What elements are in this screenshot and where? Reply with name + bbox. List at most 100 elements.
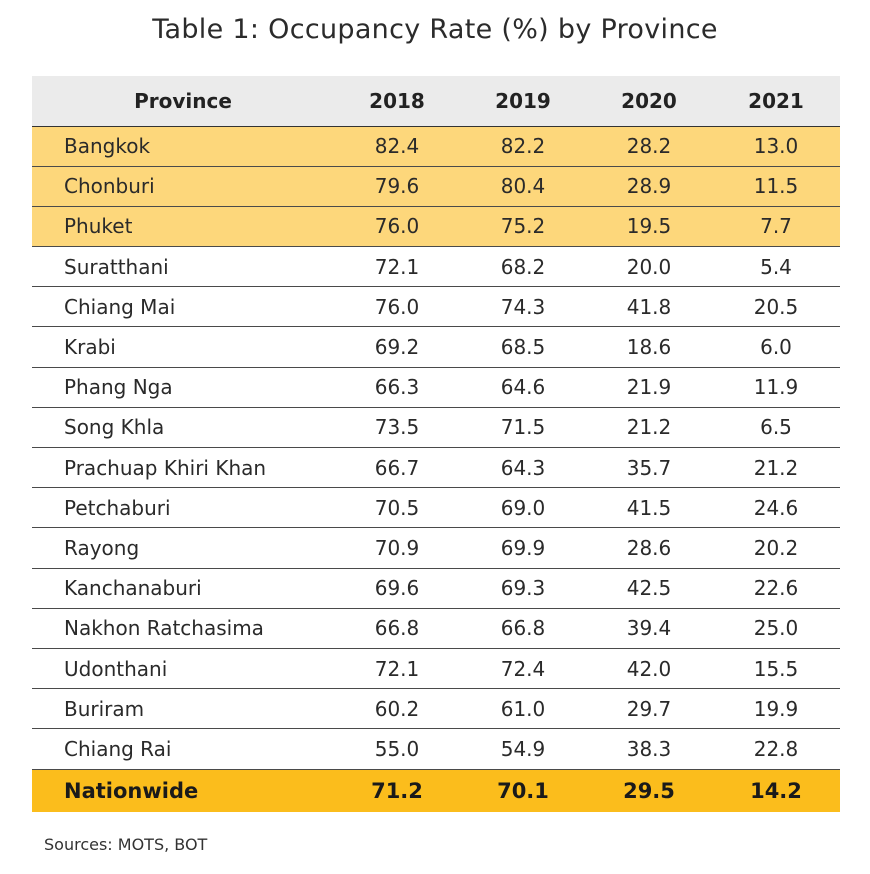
value-cell-2020: 21.9	[626, 375, 672, 400]
value-cell-2019: 69.0	[500, 495, 546, 520]
table-row: Krabi 69.2 68.5 18.6 6.0	[32, 327, 840, 368]
value-cell-2021: 15.5	[753, 656, 799, 681]
total-row: Nationwide 71.2 70.1 29.5 14.2	[32, 769, 840, 812]
province-cell: Petchaburi	[64, 495, 171, 520]
value-cell-2020: 42.0	[626, 656, 672, 681]
value-cell-2021: 22.8	[753, 736, 799, 761]
value-cell-2018: 55.0	[374, 736, 420, 761]
value-cell-2019: 71.5	[500, 415, 546, 440]
value-cell-2020: 42.5	[626, 576, 672, 601]
value-cell-2018: 82.4	[374, 134, 420, 159]
value-cell-2020: 41.5	[626, 495, 672, 520]
value-cell-2019: 72.4	[500, 656, 546, 681]
value-cell-2018: 79.6	[374, 174, 420, 199]
value-cell-2018: 72.1	[374, 254, 420, 279]
table-row: Nakhon Ratchasima 66.8 66.8 39.4 25.0	[32, 608, 840, 649]
value-cell-2021: 5.4	[760, 254, 792, 279]
province-cell: Krabi	[64, 335, 116, 360]
source-note: Sources: MOTS, BOT	[44, 835, 208, 854]
value-cell-2021: 22.6	[753, 576, 799, 601]
value-cell-2021: 6.0	[760, 335, 792, 360]
column-header-province: Province	[32, 76, 334, 127]
value-cell-2019: 68.2	[500, 254, 546, 279]
value-cell-2019: 61.0	[500, 696, 546, 721]
column-header-2019: 2019	[460, 76, 586, 127]
value-cell-2018: 66.3	[374, 375, 420, 400]
value-cell-2021: 14.2	[750, 778, 802, 803]
value-cell-2020: 28.9	[626, 174, 672, 199]
occupancy-table: Province 2018 2019 2020 2021 Bangkok 82.4 82.2…	[32, 76, 840, 812]
value-cell-2019: 64.6	[500, 375, 546, 400]
value-cell-2021: 11.5	[753, 174, 799, 199]
value-cell-2019: 70.1	[497, 778, 549, 803]
table-row: Chiang Mai 76.0 74.3 41.8 20.5	[32, 287, 840, 327]
table-row: Prachuap Khiri Khan 66.7 64.3 35.7 21.2	[32, 448, 840, 488]
province-cell: Kanchanaburi	[64, 576, 202, 601]
value-cell-2019: 66.8	[500, 616, 546, 641]
column-header-2020: 2020	[586, 76, 712, 127]
value-cell-2020: 41.8	[626, 294, 672, 319]
table-row: Udonthani 72.1 72.4 42.0 15.5	[32, 648, 840, 689]
table-row: Phang Nga 66.3 64.6 21.9 11.9	[32, 367, 840, 408]
value-cell-2020: 29.7	[626, 696, 672, 721]
value-cell-2018: 71.2	[371, 778, 423, 803]
value-cell-2018: 73.5	[374, 415, 420, 440]
value-cell-2019: 64.3	[500, 455, 546, 480]
province-cell: Bangkok	[64, 134, 151, 159]
column-header-2021: 2021	[712, 76, 840, 127]
value-cell-2020: 21.2	[626, 415, 672, 440]
value-cell-2021: 6.5	[760, 415, 792, 440]
value-cell-2020: 29.5	[623, 778, 675, 803]
province-cell: Rayong	[64, 535, 140, 560]
value-cell-2019: 69.3	[500, 576, 546, 601]
province-cell: Song Khla	[64, 415, 165, 440]
province-cell: Chonburi	[64, 174, 155, 199]
table-row: Suratthani 72.1 68.2 20.0 5.4	[32, 247, 840, 287]
value-cell-2021: 25.0	[753, 616, 799, 641]
value-cell-2020: 20.0	[626, 254, 672, 279]
value-cell-2019: 74.3	[500, 294, 546, 319]
province-cell: Phang Nga	[64, 375, 173, 400]
value-cell-2018: 69.6	[374, 576, 420, 601]
table-title: Table 1: Occupancy Rate (%) by Province	[152, 14, 718, 45]
value-cell-2021: 13.0	[753, 134, 799, 159]
column-header-2018: 2018	[334, 76, 460, 127]
value-cell-2021: 19.9	[753, 696, 799, 721]
value-cell-2018: 72.1	[374, 656, 420, 681]
value-cell-2021: 20.2	[753, 535, 799, 560]
table-row: Phuket 76.0 75.2 19.5 7.7	[32, 206, 840, 247]
value-cell-2018: 70.9	[374, 535, 420, 560]
table-header: Province 2018 2019 2020 2021	[32, 76, 840, 127]
table-row: Chiang Rai 55.0 54.9 38.3 22.8	[32, 729, 840, 769]
value-cell-2021: 11.9	[753, 375, 799, 400]
value-cell-2018: 60.2	[374, 696, 420, 721]
value-cell-2021: 24.6	[753, 495, 799, 520]
table-row: Petchaburi 70.5 69.0 41.5 24.6	[32, 488, 840, 528]
value-cell-2018: 66.7	[374, 455, 420, 480]
value-cell-2019: 82.2	[500, 134, 546, 159]
province-cell: Prachuap Khiri Khan	[64, 455, 267, 480]
value-cell-2019: 75.2	[500, 214, 546, 239]
value-cell-2018: 70.5	[374, 495, 420, 520]
value-cell-2019: 69.9	[500, 535, 546, 560]
value-cell-2021: 7.7	[760, 214, 792, 239]
table-row: Rayong 70.9 69.9 28.6 20.2	[32, 528, 840, 569]
value-cell-2020: 39.4	[626, 616, 672, 641]
value-cell-2019: 68.5	[500, 335, 546, 360]
province-cell: Chiang Mai	[64, 294, 176, 319]
province-cell: Nationwide	[64, 778, 199, 803]
province-cell: Suratthani	[64, 254, 169, 279]
value-cell-2020: 28.2	[626, 134, 672, 159]
value-cell-2021: 20.5	[753, 294, 799, 319]
table-row: Buriram 60.2 61.0 29.7 19.9	[32, 689, 840, 729]
value-cell-2018: 66.8	[374, 616, 420, 641]
value-cell-2019: 54.9	[500, 736, 546, 761]
province-cell: Buriram	[64, 696, 145, 721]
table-body: Bangkok 82.4 82.2 28.2 13.0 Chonburi 79.6 80.4 2…	[32, 126, 840, 812]
value-cell-2020: 18.6	[626, 335, 672, 360]
province-cell: Chiang Rai	[64, 736, 172, 761]
province-cell: Nakhon Ratchasima	[64, 616, 264, 641]
table-row: Chonburi 79.6 80.4 28.9 11.5	[32, 166, 840, 207]
value-cell-2020: 38.3	[626, 736, 672, 761]
province-cell: Udonthani	[64, 656, 168, 681]
